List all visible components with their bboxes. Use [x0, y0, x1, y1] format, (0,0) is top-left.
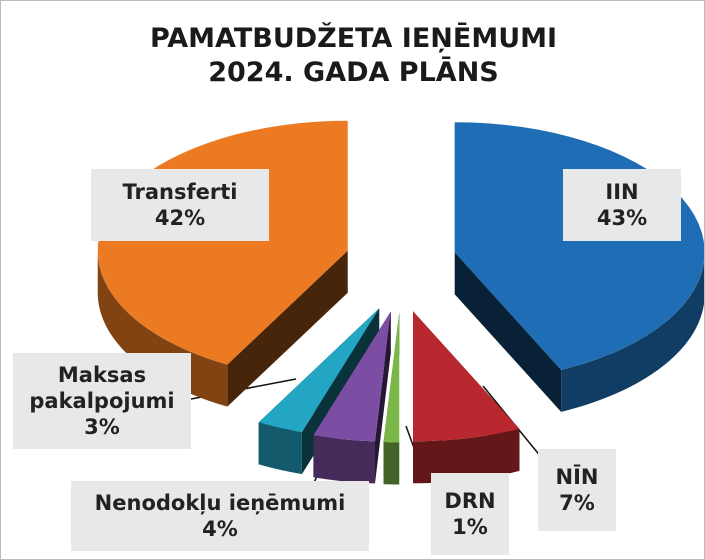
- slice-wall: [383, 442, 400, 485]
- slice-side: [227, 250, 348, 407]
- slice-top: [313, 311, 391, 442]
- label-box: IIN 43%: [563, 169, 681, 241]
- value-label: 4%: [202, 517, 238, 541]
- label-box: Nenodokļu ieņēmumi 4%: [71, 481, 369, 551]
- label-box: DRN 1%: [431, 473, 509, 555]
- category-label: Transferti: [122, 179, 238, 204]
- category-label: Maksas pakalpojumi: [29, 362, 175, 413]
- chart-subtitle: 2024. GADA PLĀNS: [208, 57, 499, 88]
- pie: [97, 120, 704, 485]
- category-label: DRN: [444, 488, 496, 513]
- value-label: 1%: [452, 515, 488, 539]
- slice-top: [258, 308, 380, 433]
- slice-wall: [412, 428, 520, 484]
- value-label: 3%: [84, 415, 120, 440]
- value-label: 7%: [559, 491, 595, 515]
- label-box: Transferti 42%: [91, 169, 269, 241]
- category-label: Nenodokļu ieņēmumi: [94, 490, 346, 515]
- slice-wall: [97, 250, 228, 407]
- value-label: 43%: [596, 206, 648, 230]
- slice-side: [454, 252, 562, 412]
- slice-wall: [258, 422, 302, 475]
- slice-wall: [313, 435, 375, 484]
- value-label: 42%: [154, 206, 206, 230]
- slice-wall: [561, 261, 704, 412]
- slice: [313, 311, 391, 484]
- label-box: NĪN 7%: [538, 449, 616, 531]
- slice: [412, 311, 520, 484]
- slice: [454, 122, 704, 412]
- label-box: Maksas pakalpojumi 3%: [13, 353, 191, 449]
- category-label: IIN: [605, 179, 639, 204]
- category-label: NĪN: [555, 464, 599, 489]
- slice: [383, 312, 400, 485]
- slice-top: [383, 312, 400, 443]
- chart-title: PAMATBUDŽETA IEŅĒMUMI: [149, 23, 558, 54]
- slice-top: [412, 311, 520, 442]
